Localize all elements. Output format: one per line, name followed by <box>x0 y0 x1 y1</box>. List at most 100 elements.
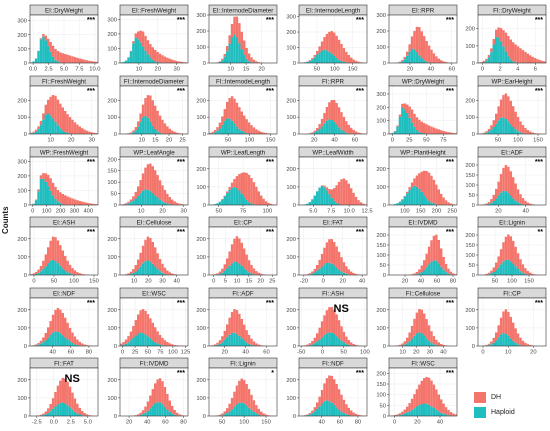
bar-dh <box>362 203 365 205</box>
bar-haploid <box>49 260 52 275</box>
bar-haploid <box>238 128 241 134</box>
panel-title-wp-earheight: WP::EarHeight <box>492 78 533 85</box>
bar-haploid <box>516 131 520 134</box>
bar-dh <box>49 178 52 191</box>
bar-dh <box>521 198 525 205</box>
bar-haploid <box>64 270 67 275</box>
bar-dh <box>504 32 508 52</box>
panel-title-ei-lignin: EI::Lignin <box>499 219 525 226</box>
bar-haploid <box>333 121 336 134</box>
bar-haploid <box>492 44 495 63</box>
bar-dh <box>127 336 130 343</box>
y-tick-label: 200 <box>286 30 296 36</box>
bar-haploid <box>415 186 419 205</box>
bar-haploid <box>163 406 167 416</box>
bar-dh <box>56 385 60 405</box>
bar-dh <box>66 322 69 340</box>
bar-dh <box>347 124 350 134</box>
bar-haploid <box>218 343 222 346</box>
y-tick-label: 100 <box>465 253 475 259</box>
y-tick-label: 200 <box>376 167 386 173</box>
bar-dh <box>318 327 321 340</box>
bar-haploid <box>342 413 346 416</box>
panel-title-ei-wsc: EI::WSC <box>142 290 166 297</box>
bar-dh <box>129 199 133 203</box>
bar-dh <box>129 132 133 134</box>
bar-dh <box>240 318 243 339</box>
bar-haploid <box>68 407 72 416</box>
bar-dh <box>156 175 159 198</box>
bar-dh <box>233 16 236 35</box>
bar-haploid <box>61 402 64 416</box>
y-tick-label: 0 <box>293 61 296 67</box>
bar-dh <box>352 59 355 63</box>
bar-dh <box>495 262 498 271</box>
bar-dh <box>430 380 433 407</box>
bar-dh <box>137 31 140 40</box>
bar-dh <box>444 263 448 273</box>
bar-haploid <box>320 126 324 134</box>
bar-dh <box>168 197 171 205</box>
bar-dh <box>333 241 336 266</box>
bar-haploid <box>161 404 164 416</box>
plot-border-ei-internodediameter <box>208 14 278 64</box>
bar-dh <box>42 260 45 270</box>
bar-dh <box>235 385 239 405</box>
bar-dh <box>435 128 438 134</box>
bar-dh <box>499 99 503 118</box>
bar-haploid <box>161 272 164 275</box>
bar-dh <box>425 319 428 339</box>
bar-dh <box>166 393 169 410</box>
bar-dh <box>408 106 411 118</box>
bar-haploid <box>156 269 159 275</box>
bar-dh <box>260 131 263 134</box>
bar-dh <box>359 202 363 205</box>
bar-dh <box>154 247 157 267</box>
y-tick-label: 200 <box>17 174 27 180</box>
bar-dh <box>308 60 312 61</box>
bar-dh <box>328 102 331 120</box>
bar-dh <box>141 309 145 334</box>
significance-label-fi-wsc: *** <box>446 370 454 377</box>
bar-dh <box>449 412 453 416</box>
bar-dh <box>61 107 64 131</box>
bar-dh <box>137 259 140 270</box>
bar-haploid <box>318 128 321 134</box>
bar-dh <box>449 203 453 205</box>
y-tick-label: 0 <box>472 132 475 138</box>
y-tick-label: 300 <box>376 13 386 19</box>
bar-dh <box>146 401 150 411</box>
bar-dh <box>127 273 130 275</box>
bar-dh <box>437 189 440 205</box>
y-tick-label: 150 <box>107 169 117 175</box>
bar-haploid <box>139 415 142 416</box>
bar-dh <box>168 58 171 63</box>
y-tick-label: 300 <box>17 19 27 25</box>
bar-dh <box>235 16 239 38</box>
bar-dh <box>132 326 135 338</box>
y-tick-label: 100 <box>465 326 475 332</box>
x-tick-label: 20 <box>258 67 264 73</box>
bar-dh <box>73 398 77 412</box>
bar-dh <box>81 273 84 275</box>
bar-dh <box>154 383 157 404</box>
bar-dh <box>492 267 495 273</box>
bar-dh <box>406 51 409 56</box>
x-tick-label: 60 <box>263 350 269 356</box>
bar-haploid <box>507 335 510 346</box>
x-tick-label: 50 <box>144 350 150 356</box>
bar-dh <box>345 51 348 63</box>
bar-haploid <box>226 51 229 63</box>
bar-haploid <box>306 203 309 205</box>
bar-haploid <box>403 413 406 416</box>
bar-dh <box>156 331 159 344</box>
bar-dh <box>333 379 336 405</box>
y-tick-label: 300 <box>286 15 296 21</box>
bar-haploid <box>144 50 147 63</box>
bar-haploid <box>233 123 236 134</box>
bar-haploid <box>146 410 150 416</box>
x-tick-label: 0 <box>321 350 324 356</box>
